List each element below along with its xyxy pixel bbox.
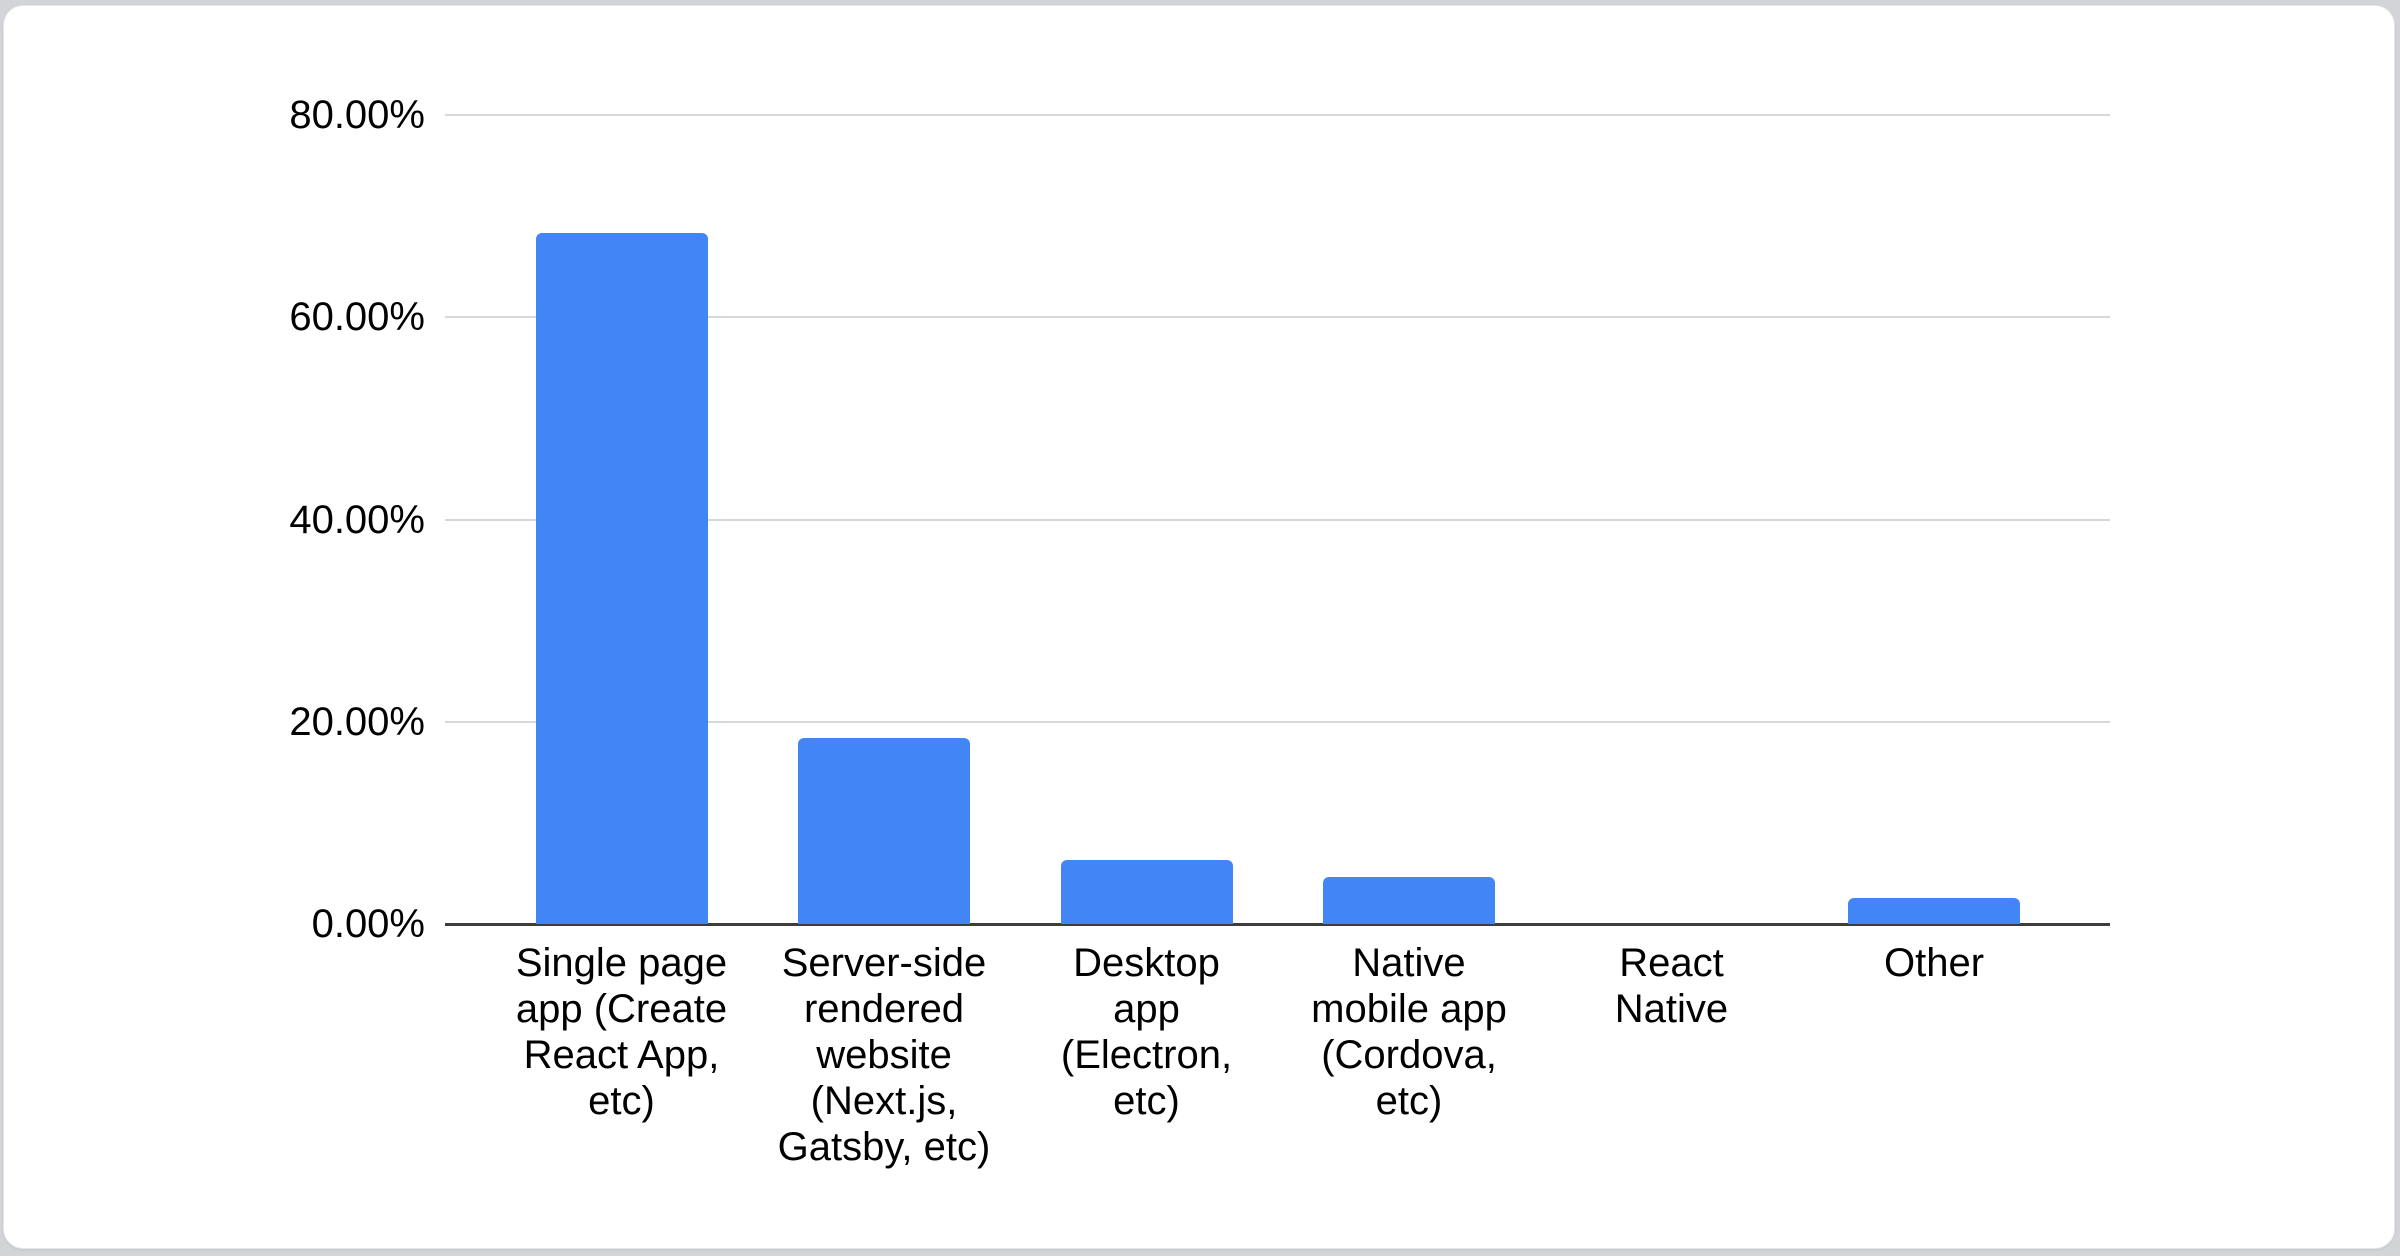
y-tick-label: 40.00% — [289, 497, 425, 542]
category-label: Desktop app (Electron, etc) — [1015, 940, 1278, 1124]
gridline — [445, 720, 2110, 723]
category-label: Single page app (Create React App, etc) — [490, 940, 753, 1124]
category-label-line: (Electron, — [1060, 1033, 1233, 1077]
gridline — [445, 316, 2110, 319]
chart-card — [3, 5, 2395, 1249]
category-label-line: app — [1113, 987, 1180, 1031]
category-label-line: Gatsby, etc) — [777, 1125, 991, 1169]
category-label-line: Single page — [515, 941, 728, 985]
category-label-line: Desktop — [1073, 941, 1220, 985]
y-tick-label: 0.00% — [311, 902, 425, 946]
category-label: React Native — [1540, 940, 1803, 1032]
category-label-line: React — [1619, 941, 1724, 985]
category-label-line: app (Create — [515, 987, 728, 1031]
category-label-line: etc) — [588, 1079, 655, 1123]
bar[interactable] — [1060, 860, 1233, 924]
category-label: Native mobile app (Cordova, etc) — [1278, 940, 1541, 1124]
category-label-line: rendered — [803, 987, 965, 1031]
y-tick-label: 60.00% — [289, 295, 425, 340]
bar[interactable] — [798, 737, 970, 924]
gridline — [445, 114, 2110, 116]
gridline — [445, 518, 2110, 521]
category-label-line: Native — [1614, 987, 1729, 1031]
category-label-line: (Next.js, — [810, 1079, 958, 1123]
category-label-line: etc) — [1375, 1079, 1443, 1123]
bar[interactable] — [535, 233, 708, 924]
category-label-line: Native — [1352, 941, 1466, 985]
category-label-line: Server-side — [781, 941, 987, 985]
category-label-line: etc) — [1113, 1079, 1180, 1123]
category-label-line: Other — [1883, 941, 1985, 985]
bar[interactable] — [1323, 877, 1495, 924]
y-tick-label: 80.00% — [289, 93, 425, 137]
plot-area — [445, 114, 2110, 926]
category-label: Other — [1803, 940, 2066, 986]
category-label-line: (Cordova, — [1321, 1033, 1497, 1077]
category-label: Server-side rendered website (Next.js, Gatsb… — [753, 940, 1016, 1170]
bar[interactable] — [1848, 897, 2020, 924]
category-label-line: website — [816, 1033, 952, 1077]
category-label-line: React App, — [523, 1033, 720, 1077]
y-tick-label: 20.00% — [289, 699, 425, 744]
x-axis-baseline — [445, 923, 2110, 926]
category-label-line: mobile app — [1311, 987, 1507, 1031]
